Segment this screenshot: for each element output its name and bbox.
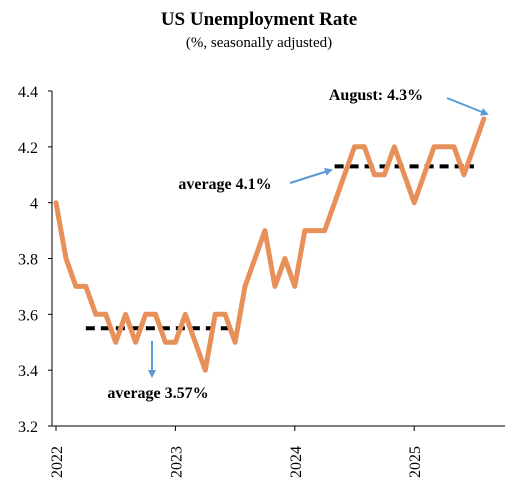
y-tick-label: 4.2 xyxy=(18,140,38,157)
y-tick-label: 3.8 xyxy=(18,252,38,269)
unemployment-series-line xyxy=(53,116,487,373)
chart-title: US Unemployment Rate xyxy=(161,9,357,30)
chart-subtitle: (%, seasonally adjusted) xyxy=(186,35,332,51)
annotation-august: August: 4.3% xyxy=(329,87,423,104)
y-tick-label: 3.6 xyxy=(18,307,38,324)
x-tick-label: 2022 xyxy=(49,446,66,478)
annotations: August: 4.3% average 4.1% average 3.57% xyxy=(107,87,489,402)
y-tick-labels: 3.2 3.4 3.6 3.8 4 4.2 4.4 xyxy=(18,84,52,436)
annotation-average-3-57: average 3.57% xyxy=(107,385,208,402)
average-lines xyxy=(85,164,474,331)
x-tick-label: 2023 xyxy=(168,446,185,478)
x-tick-label: 2025 xyxy=(407,446,424,478)
annotation-august-arrow xyxy=(446,97,489,116)
x-tick-label: 2024 xyxy=(288,446,305,478)
y-tick-label: 3.4 xyxy=(18,363,38,380)
y-tick-label: 4 xyxy=(30,196,38,213)
axes xyxy=(51,91,505,427)
y-tick-label: 4.4 xyxy=(18,84,38,101)
series-layer xyxy=(53,116,487,373)
annotation-average-4-1-arrow xyxy=(289,168,333,184)
y-tick-label: 3.2 xyxy=(18,419,38,436)
x-tick-labels: 2022 2023 2024 2025 xyxy=(49,426,424,478)
annotation-average-4-1: average 4.1% xyxy=(178,176,271,193)
